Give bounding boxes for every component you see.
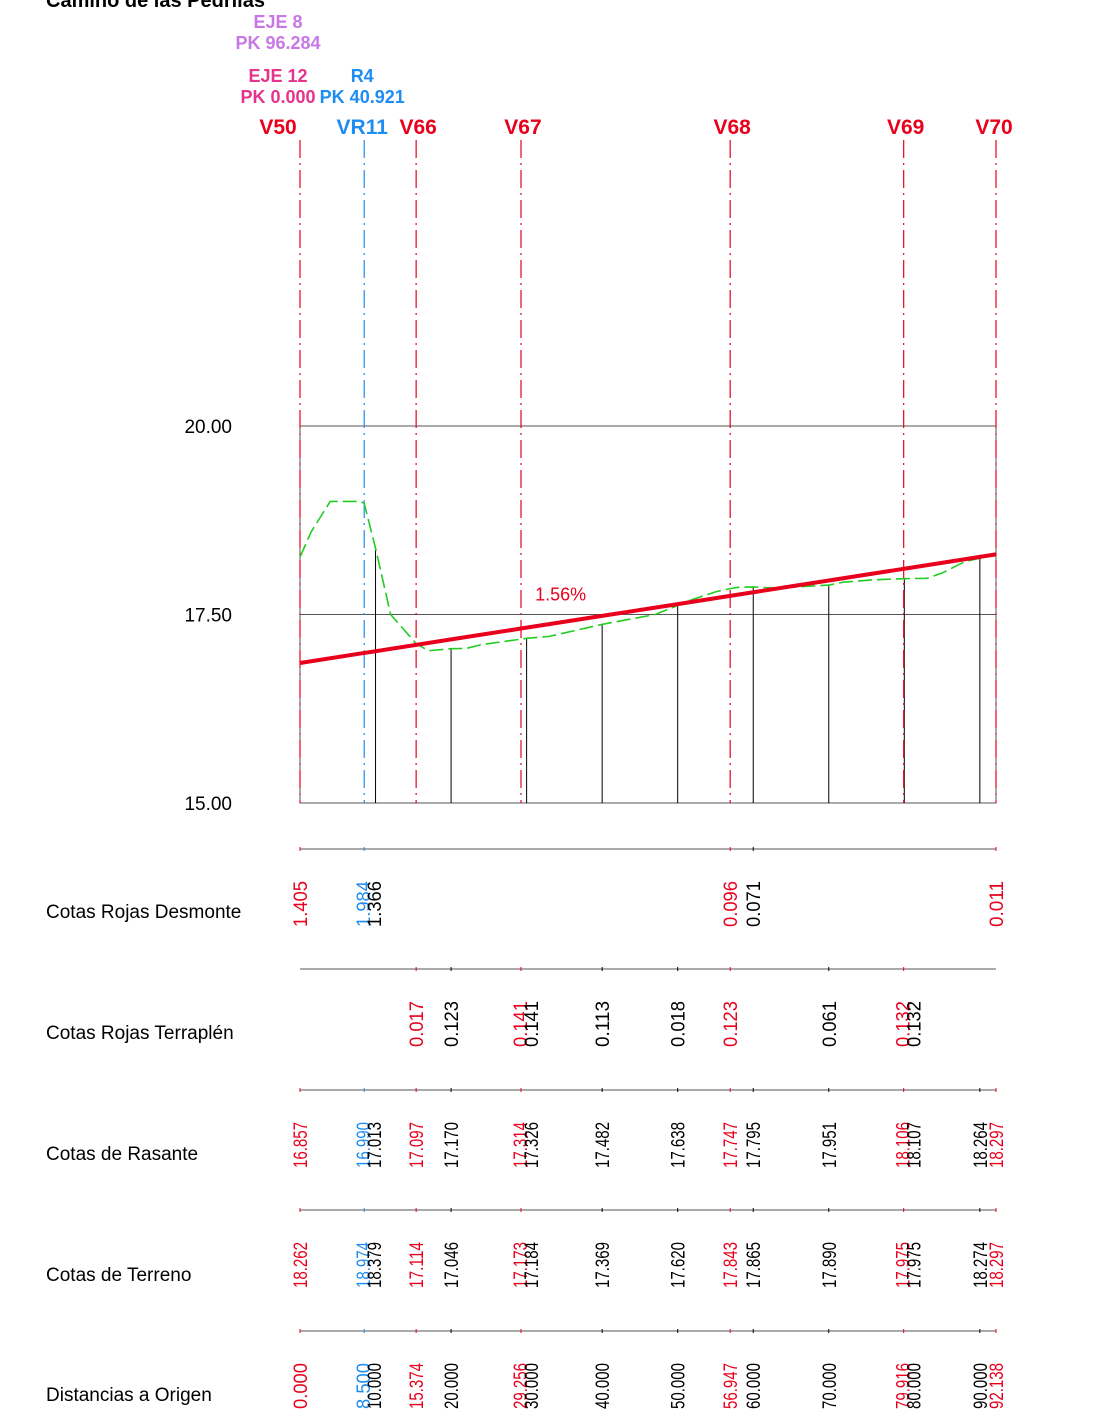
table-value: 17.326 [522,1122,543,1168]
table-row-label: Distancias a Origen [46,1385,212,1406]
table-value: 17.013 [365,1122,386,1168]
table-value: 17.620 [669,1242,690,1288]
table-value: 17.097 [407,1122,428,1168]
y-tick-label: 17.50 [184,606,232,627]
table-value: 30.000 [522,1363,543,1409]
table-row-label: Cotas de Rasante [46,1144,198,1165]
grade-line [299,552,997,665]
table-value: 70.000 [820,1363,841,1409]
terrain-line [299,500,997,652]
table-value: 60.000 [744,1363,765,1409]
table-value: 1.366 [365,881,386,927]
table-value: 18.974 [354,1242,375,1288]
table-value: 18.297 [987,1122,1008,1168]
table-value: 0.132 [905,1001,926,1047]
table-row-label: Cotas de Terreno [46,1265,191,1286]
page-title: Camino de las Pedrilas [46,0,265,13]
table-value: 18.106 [894,1122,915,1168]
table-value: 0.113 [593,1001,614,1047]
table-value: 0.061 [820,1001,841,1047]
table-value: 17.046 [442,1242,463,1288]
table-value: 18.262 [291,1242,312,1288]
y-tick-label: 15.00 [184,794,232,815]
table-value: 92.138 [987,1363,1008,1409]
table-value: 17.865 [744,1242,765,1288]
marker-label: VR11 [337,116,389,139]
table-value: 17.314 [511,1122,532,1168]
marker-label: V50 [259,116,296,139]
table-value: 17.369 [593,1242,614,1288]
table-value: 79.916 [894,1363,915,1409]
table-value: 90.000 [971,1363,992,1409]
table-value: 20.000 [442,1363,463,1409]
table-value: 0.000 [291,1363,312,1409]
table-value: 56.947 [721,1363,742,1409]
table-value: 0.071 [744,881,765,927]
page-title-text: Camino de las Pedrilas [46,0,265,12]
table-value: 17.638 [669,1122,690,1168]
table-row-label: Cotas Rojas Desmonte [46,902,241,923]
table-value: 16.990 [354,1122,375,1168]
table-value: 17.184 [522,1242,543,1288]
table-value: 17.173 [511,1242,532,1288]
table-value: 0.141 [522,1001,543,1047]
table-value: 17.482 [593,1122,614,1168]
axis-annotation-name: EJE 8 [253,12,302,32]
table-value: 18.264 [971,1122,992,1168]
table-value: 0.123 [721,1001,742,1047]
table-value: 8.500 [354,1363,375,1409]
marker-label: V67 [504,116,541,139]
axis-annotation-pk: PK 0.000 [240,87,315,107]
table-value: 0.132 [894,1001,915,1047]
axis-annotation-pk: PK 40.921 [320,87,405,107]
table-value: 10.000 [365,1363,386,1409]
slope-label: 1.56% [535,585,586,605]
table-value: 0.096 [721,881,742,927]
table-value: 18.379 [365,1242,386,1288]
table-value: 17.747 [721,1122,742,1168]
table-value: 0.123 [442,1001,463,1047]
table-value: 17.951 [820,1122,841,1168]
table-value: 0.011 [987,881,1008,927]
table-value: 0.017 [407,1001,428,1047]
table-value: 80.000 [905,1363,926,1409]
table-value: 1.405 [291,881,312,927]
table-value: 17.975 [905,1242,926,1288]
axis-annotation-name: EJE 12 [248,66,307,86]
table-value: 18.274 [971,1242,992,1288]
table-value: 17.890 [820,1242,841,1288]
table-value: 18.107 [905,1122,926,1168]
table-value: 18.297 [987,1242,1008,1288]
table-value: 0.018 [669,1001,690,1047]
marker-label: V66 [399,116,436,139]
table-value: 17.170 [442,1122,463,1168]
axis-annotation-pk: PK 96.284 [235,33,320,53]
table-value: 15.374 [407,1363,428,1409]
table-value: 17.975 [894,1242,915,1288]
axis-annotation-name: R4 [351,66,374,86]
table-value: 40.000 [593,1363,614,1409]
marker-label: V69 [887,116,924,139]
table-value: 16.857 [291,1122,312,1168]
table-value: 1.984 [354,881,375,927]
table-value: 17.795 [744,1122,765,1168]
table-value: 0.141 [511,1001,532,1047]
table-row-label: Cotas Rojas Terraplén [46,1023,234,1044]
table-value: 50.000 [669,1363,690,1409]
y-tick-label: 20.00 [184,417,232,438]
table-value: 29.256 [511,1363,532,1409]
table-value: 17.114 [407,1242,428,1288]
table-value: 17.843 [721,1242,742,1288]
marker-label: V68 [713,116,751,139]
marker-label: V70 [975,116,1012,139]
